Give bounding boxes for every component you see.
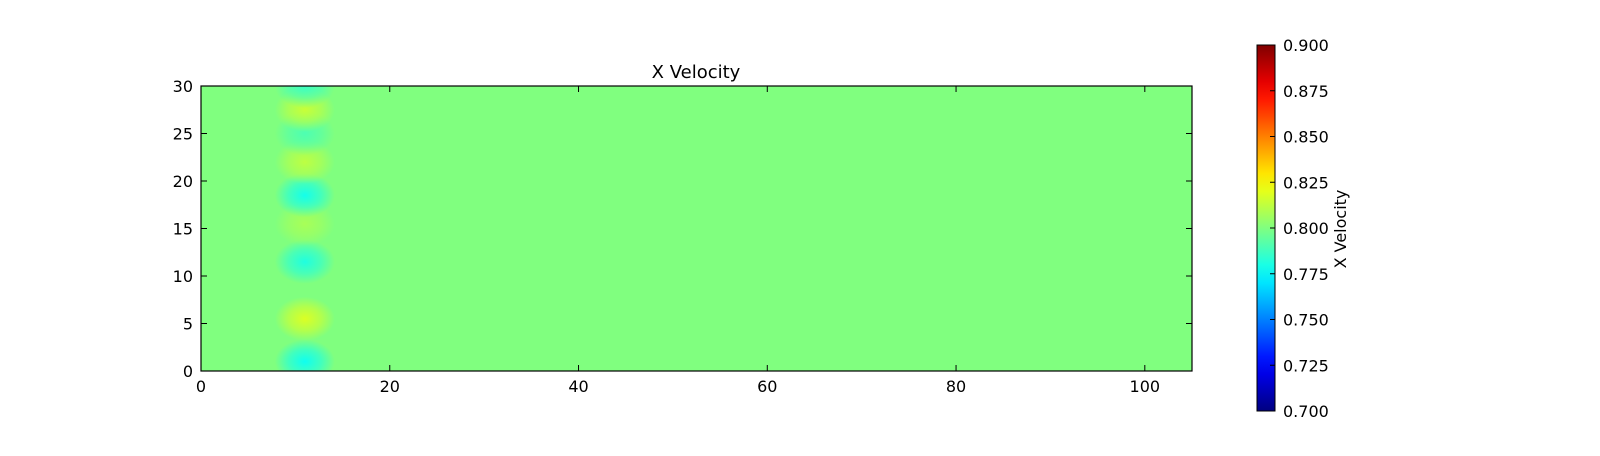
heatmap-feature <box>274 339 335 371</box>
colorbar-tick-label: 0.900 <box>1283 36 1329 55</box>
x-tick-label: 0 <box>196 377 206 396</box>
heatmap-feature <box>274 173 335 218</box>
y-tick-label: 0 <box>183 362 193 381</box>
y-tick-label: 30 <box>173 77 193 96</box>
colorbar-tick-label: 0.750 <box>1283 311 1329 330</box>
y-axis: 0 5 10 15 20 25 30 <box>173 77 1192 381</box>
y-tick-label: 10 <box>173 267 193 286</box>
heatmap-background <box>201 86 1192 371</box>
colorbar: 0.700 0.725 0.750 0.775 0.800 0.825 0.850 0.875… <box>1256 36 1350 421</box>
x-tick-label: 60 <box>757 377 777 396</box>
colorbar-label: X Velocity <box>1331 190 1350 269</box>
x-tick-label: 100 <box>1130 377 1161 396</box>
colorbar-tick-label: 0.700 <box>1283 402 1329 421</box>
colorbar-tick-label: 0.725 <box>1283 356 1329 375</box>
colorbar-ticks: 0.700 0.725 0.750 0.775 0.800 0.825 0.850 0.875… <box>1270 36 1329 421</box>
x-tick-label: 20 <box>380 377 400 396</box>
chart-title: X Velocity <box>652 62 741 83</box>
heatmap-feature <box>274 296 335 341</box>
y-tick-label: 25 <box>173 125 193 144</box>
colorbar-tick-label: 0.775 <box>1283 265 1329 284</box>
x-tick-label: 80 <box>946 377 966 396</box>
y-tick-label: 5 <box>183 315 193 334</box>
y-tick-label: 15 <box>173 220 193 239</box>
colorbar-tick-label: 0.850 <box>1283 128 1329 147</box>
heatmap-feature <box>274 239 335 284</box>
heatmap-feature <box>274 86 335 108</box>
y-tick-label: 20 <box>173 172 193 191</box>
heatmap-field <box>201 86 1192 371</box>
colorbar-tick-label: 0.825 <box>1283 173 1329 192</box>
x-axis: 0 20 40 60 80 100 <box>196 86 1160 396</box>
x-tick-label: 40 <box>568 377 588 396</box>
colorbar-tick-label: 0.875 <box>1283 82 1329 101</box>
colorbar-tick-label: 0.800 <box>1283 219 1329 238</box>
